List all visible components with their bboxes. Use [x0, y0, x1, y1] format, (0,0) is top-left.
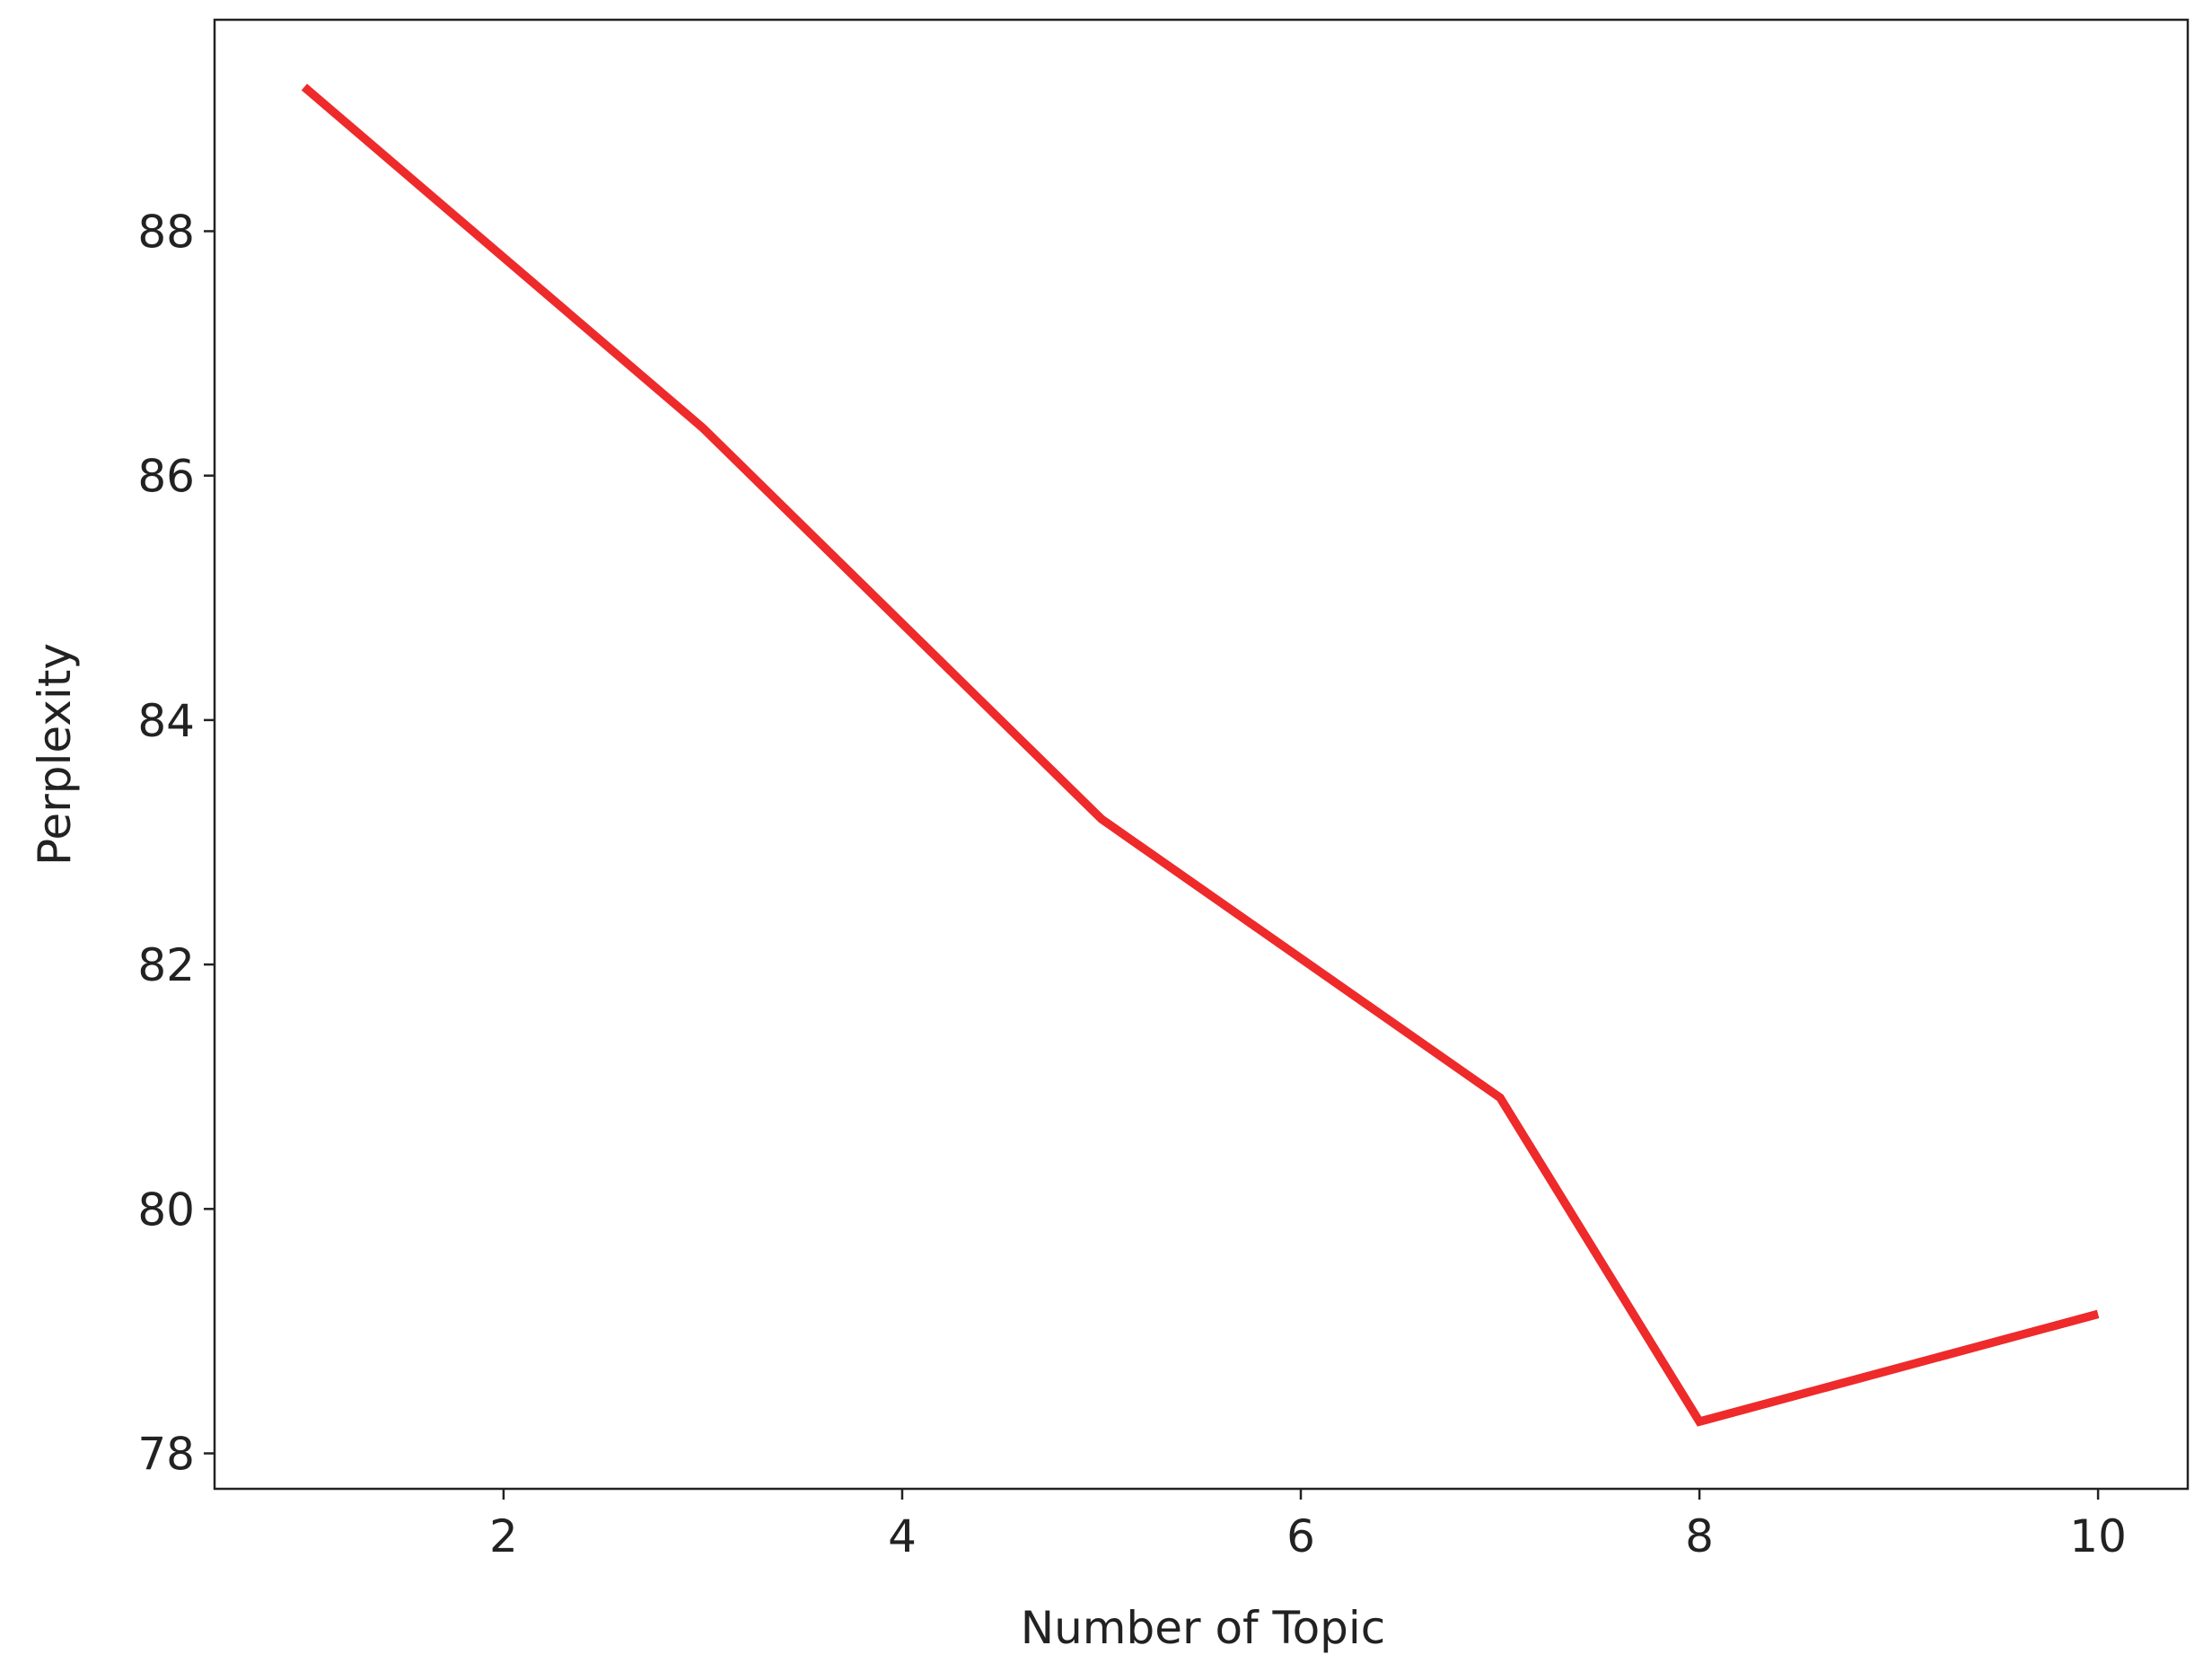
x-tick-label: 10: [2069, 1510, 2127, 1562]
x-tick-label: 4: [888, 1510, 917, 1562]
x-tick-label: 8: [1685, 1510, 1714, 1562]
x-tick-label: 6: [1286, 1510, 1315, 1562]
y-tick-label: 84: [137, 695, 195, 747]
y-tick-label: 88: [137, 206, 195, 258]
plot-frame: [213, 18, 2190, 1491]
x-tick-label: 2: [489, 1510, 518, 1562]
x-axis-label: Number of Topic: [1021, 1602, 1386, 1654]
y-axis-label: Perplexity: [29, 643, 81, 866]
y-tick-label: 80: [137, 1184, 195, 1236]
y-tick-label: 78: [137, 1429, 195, 1481]
y-tick-label: 86: [137, 451, 195, 503]
y-tick-label: 82: [137, 939, 195, 991]
data-line: [301, 84, 2100, 1427]
